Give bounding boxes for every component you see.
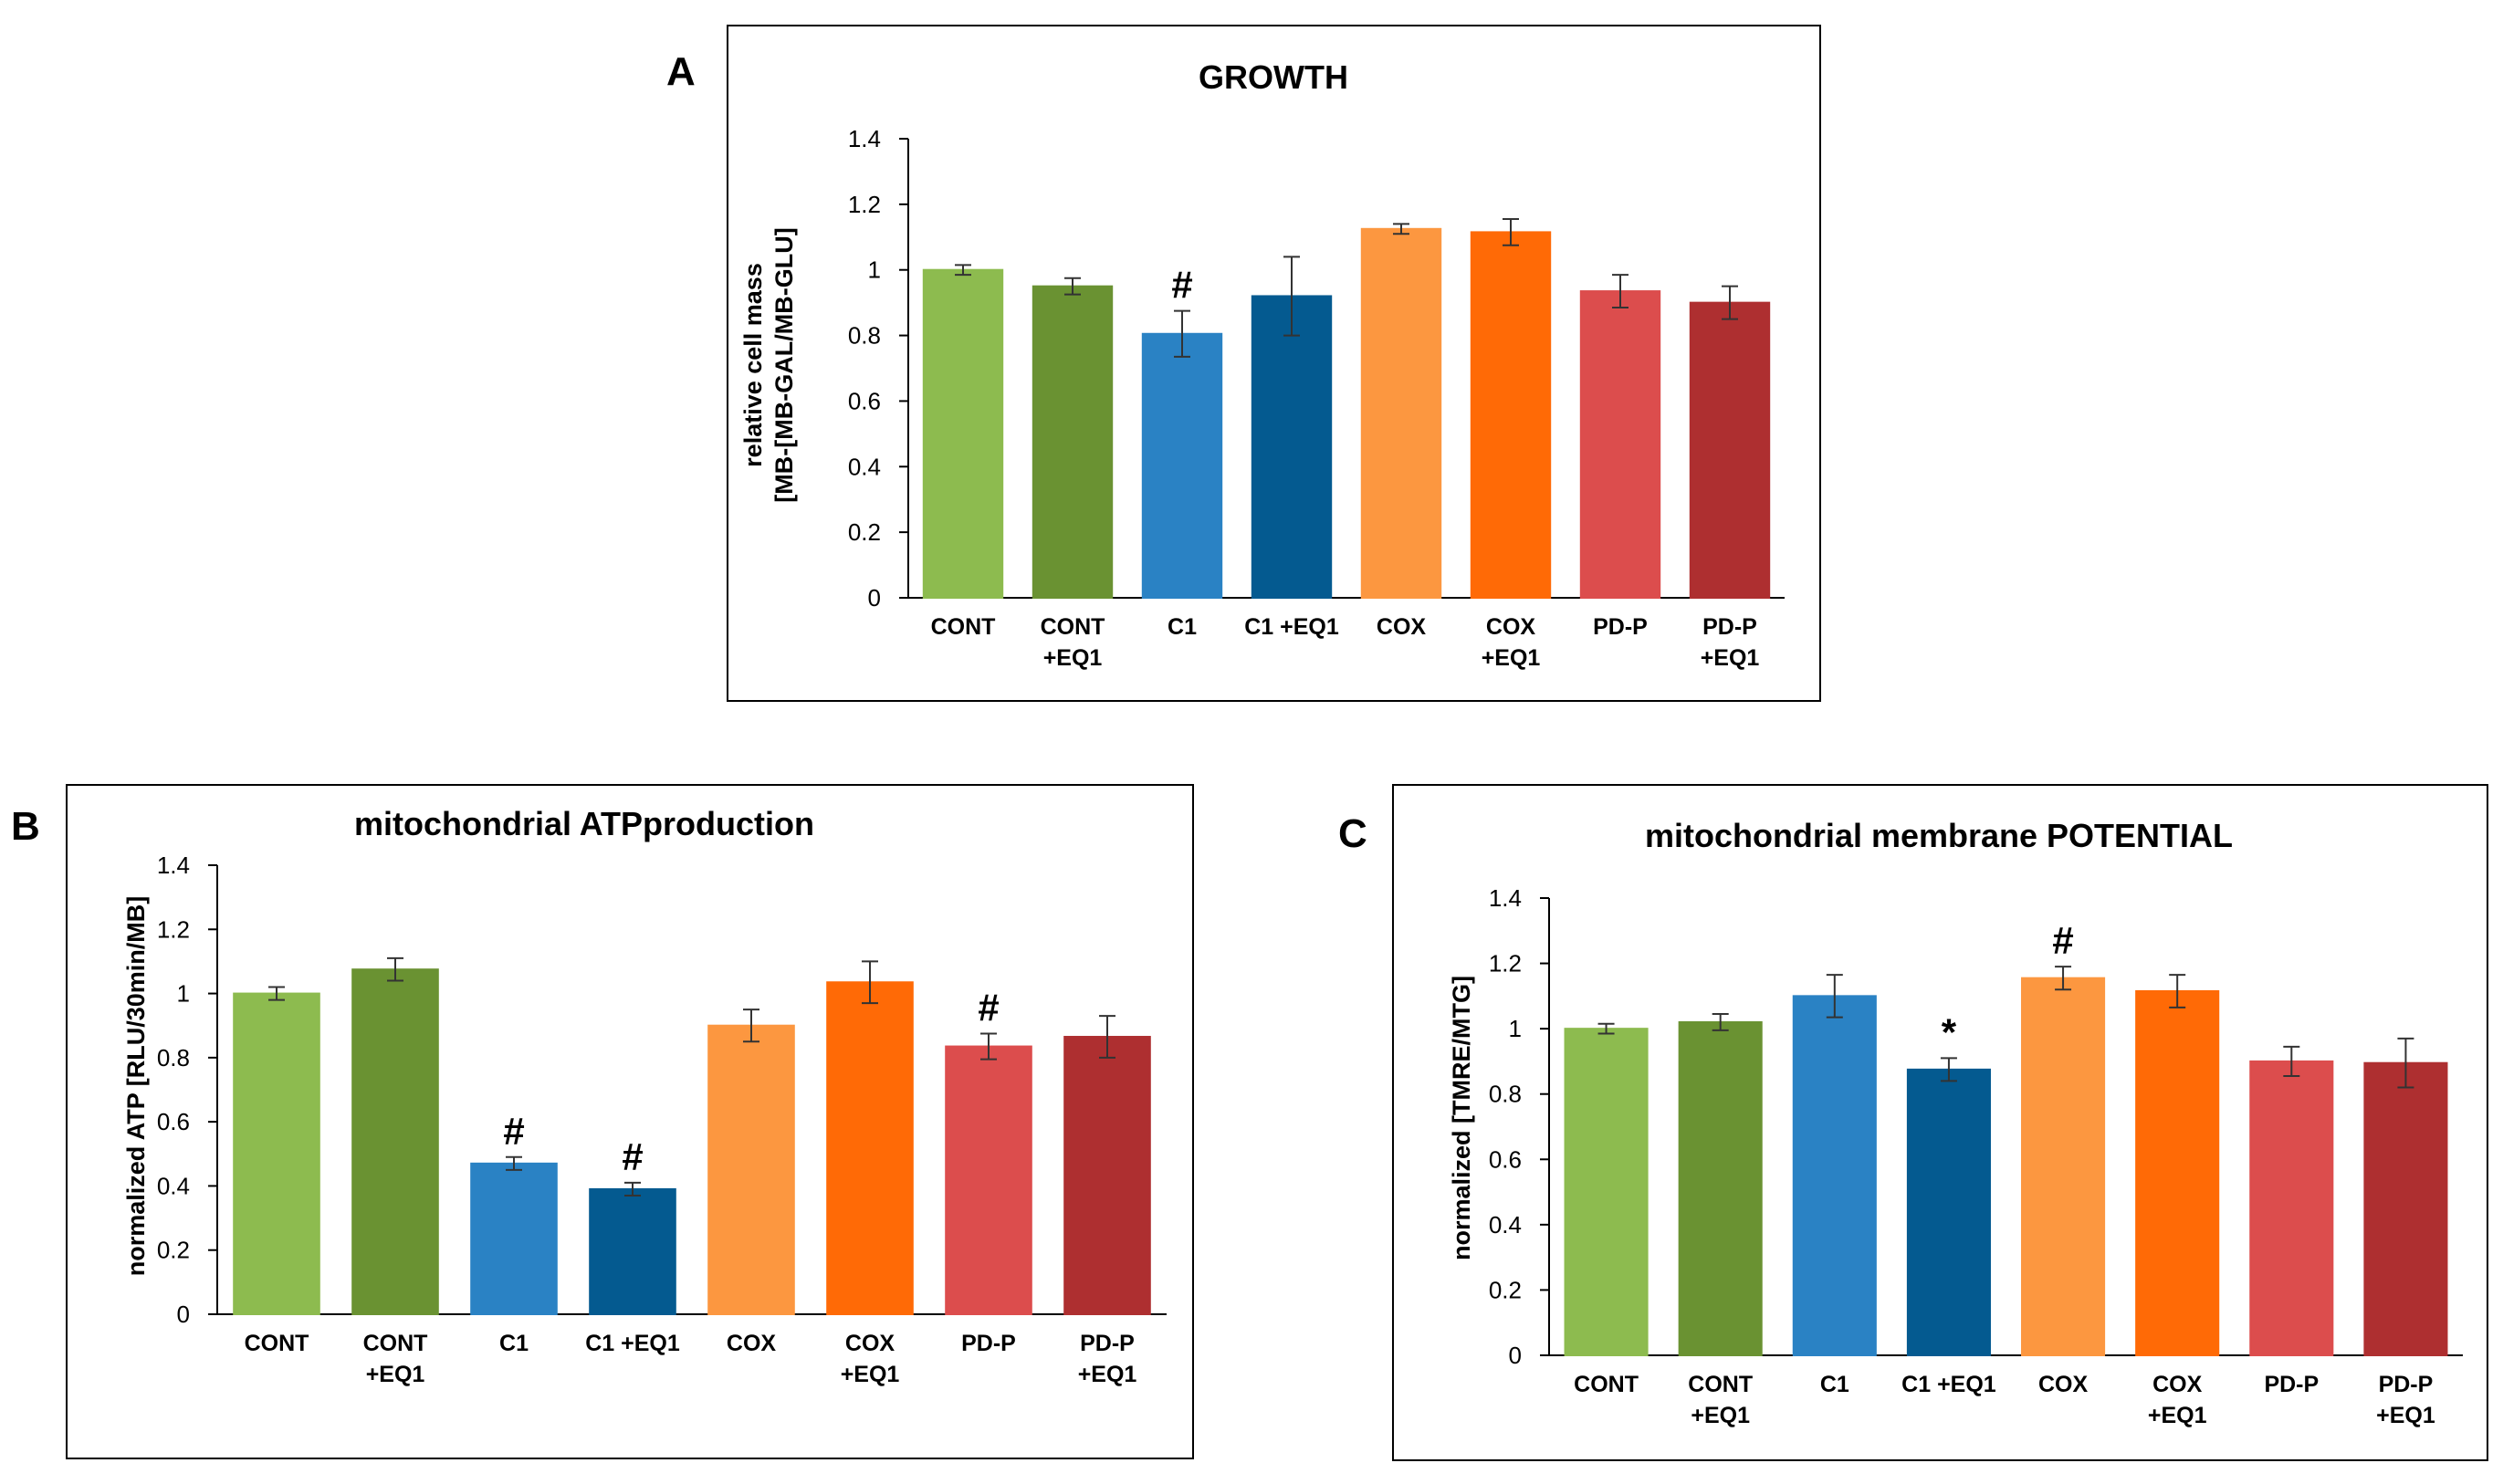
y-tick-label: 0 [868, 584, 881, 611]
y-tick-label: 1.2 [1489, 950, 1522, 977]
panel-a: A GROWTH 0 0.2 0.4 0.6 0.8 1 1.2 1.4 relative ce… [666, 25, 1821, 702]
panel-frame [727, 25, 1821, 702]
y-axis-label: normalized [TMRE/MTG] [1448, 976, 1475, 1260]
y-tick-label: 0.6 [1489, 1145, 1522, 1173]
category-label: C1 [1168, 614, 1197, 640]
category-label: PD-P [1593, 614, 1648, 640]
bar [2249, 1060, 2334, 1357]
significance-marker: # [1171, 264, 1192, 307]
y-tick-label: 1.4 [848, 125, 881, 152]
y-tick-label: 1.2 [157, 915, 190, 943]
category-label: COX +EQ1 [2148, 1372, 2207, 1428]
category-label: PD-P [2264, 1372, 2319, 1397]
bar [1906, 1068, 1991, 1356]
bar [1792, 995, 1877, 1357]
y-tick-label: 1.4 [157, 852, 190, 879]
significance-marker: # [2052, 919, 2073, 962]
bar [1141, 332, 1223, 599]
y-tick-label: 0.8 [157, 1044, 190, 1071]
bar [589, 1187, 676, 1316]
y-tick-label: 0.4 [157, 1172, 190, 1199]
bar [1564, 1028, 1649, 1356]
y-tick-label: 1 [868, 256, 881, 284]
panel-c: C mitochondrial membrane POTENTIAL 0 0.2 0… [1338, 784, 2488, 1461]
category-label: PD-P +EQ1 [1701, 614, 1760, 671]
panel-label: A [666, 49, 696, 94]
chart-title: mitochondrial membrane POTENTIAL [1645, 817, 2233, 854]
significance-marker: # [503, 1110, 524, 1153]
panel-frame [1392, 784, 2488, 1461]
category-label: CONT [931, 614, 996, 640]
y-tick-label: 0.8 [848, 322, 881, 350]
bar [1579, 290, 1661, 599]
significance-marker: * [1942, 1010, 1957, 1053]
y-tick-label: 1.2 [848, 191, 881, 218]
category-label: C1 +EQ1 [1244, 614, 1339, 640]
category-label: C1 +EQ1 [585, 1331, 680, 1356]
category-label: COX +EQ1 [841, 1331, 900, 1387]
bar [826, 981, 914, 1316]
chart-title: GROWTH [1199, 58, 1348, 96]
category-label: COX [727, 1331, 777, 1356]
y-tick-label: 0 [1509, 1342, 1522, 1369]
category-label: COX [1377, 614, 1427, 640]
y-tick-label: 0.8 [1489, 1081, 1522, 1108]
bar [2135, 989, 2220, 1356]
y-tick-label: 0.4 [1489, 1211, 1522, 1238]
chart-title: mitochondrial ATPproduction [354, 805, 814, 842]
category-label: COX [2038, 1372, 2089, 1397]
bar [1678, 1020, 1763, 1356]
category-label: CONT [1574, 1372, 1639, 1397]
category-label: C1 [1820, 1372, 1849, 1397]
bar [945, 1045, 1032, 1315]
category-label: PD-P +EQ1 [2376, 1372, 2435, 1428]
significance-marker: # [978, 987, 999, 1029]
y-tick-label: 1 [1509, 1015, 1522, 1042]
bar [470, 1162, 558, 1316]
y-tick-label: 0 [177, 1301, 190, 1328]
y-tick-label: 1 [177, 980, 190, 1008]
y-tick-label: 1.4 [1489, 884, 1522, 912]
category-label: C1 +EQ1 [1901, 1372, 1996, 1397]
bar [1689, 301, 1771, 599]
panel-frame [66, 784, 1194, 1459]
y-tick-label: 0.4 [848, 453, 881, 480]
category-label: CONT [245, 1331, 309, 1356]
category-label: CONT +EQ1 [1041, 614, 1105, 671]
category-label: PD-P +EQ1 [1078, 1331, 1137, 1387]
y-axis-label: relative cell mass [MB-[MB-GAL/MB-GLU] [739, 227, 798, 502]
bar [1063, 1036, 1151, 1315]
bar [2021, 977, 2106, 1357]
panel-label: C [1338, 811, 1367, 856]
bar [2363, 1061, 2448, 1357]
y-tick-label: 0.2 [848, 518, 881, 546]
y-tick-label: 0.2 [157, 1237, 190, 1264]
bar [233, 992, 320, 1315]
y-tick-label: 0.6 [848, 387, 881, 414]
bar [1032, 285, 1114, 599]
category-label: C1 [499, 1331, 529, 1356]
category-label: CONT +EQ1 [1688, 1372, 1753, 1428]
y-tick-label: 0.6 [157, 1108, 190, 1135]
significance-marker: # [622, 1135, 643, 1178]
bar [351, 968, 439, 1315]
panel-b: B mitochondrial ATPproduction 0 0.2 0.4 0.6… [11, 784, 1194, 1459]
bar [922, 268, 1004, 599]
bar [1360, 227, 1442, 600]
bar [1251, 295, 1333, 599]
category-label: PD-P [961, 1331, 1016, 1356]
bar [707, 1024, 795, 1315]
category-label: COX +EQ1 [1482, 614, 1541, 671]
y-tick-label: 0.2 [1489, 1276, 1522, 1303]
category-label: CONT +EQ1 [363, 1331, 428, 1387]
y-axis-label: normalized ATP [RLU/30min/MB] [122, 896, 150, 1277]
bar [1470, 231, 1552, 599]
panel-label: B [11, 804, 40, 849]
